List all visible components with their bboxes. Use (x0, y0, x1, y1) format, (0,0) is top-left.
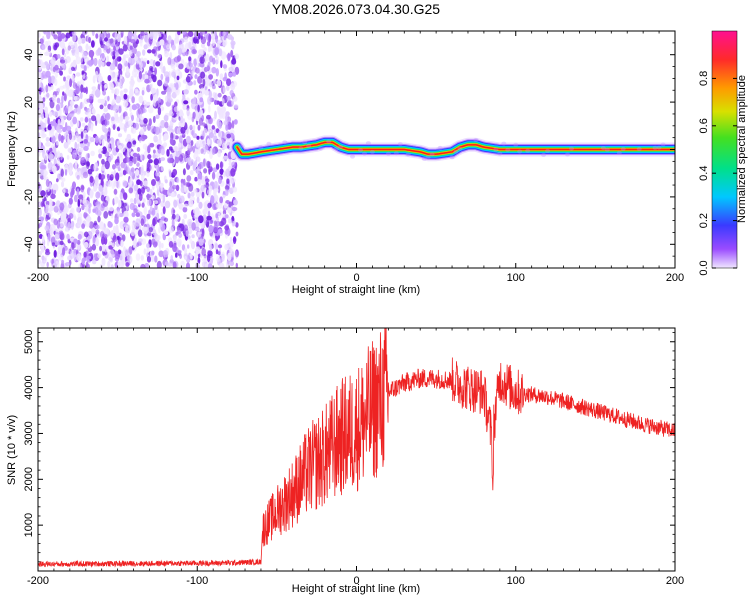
figure-title: YM08.2026.073.04.30.G25 (272, 1, 440, 17)
y-tick-label: 40 (23, 49, 35, 61)
colorbar-frame (711, 30, 738, 269)
y-tick-label: -40 (23, 236, 35, 252)
snr-panel: -200 -100 0 100 200 1000 2000 3000 4000 5000 Heig… (6, 327, 684, 595)
snr-plot-area (38, 328, 675, 568)
y-tick-label: 2000 (23, 467, 35, 491)
x-tick-label: 200 (666, 575, 684, 587)
x-tick-label: 100 (507, 575, 525, 587)
spectrogram-ylabel: Frequency (Hz) (6, 111, 18, 187)
x-tick-label: -100 (186, 272, 208, 284)
snr-series-line (38, 328, 675, 568)
noise-scatter (38, 31, 240, 268)
spectrogram-plot-area (38, 31, 675, 268)
spectral-ridge (230, 135, 675, 162)
colorbar-tick-label: 0.0 (698, 260, 710, 275)
snr-ticks: -200 -100 0 100 200 1000 2000 3000 4000 5000 (23, 328, 684, 587)
y-tick-label: -20 (23, 189, 35, 205)
y-tick-label: 20 (23, 96, 35, 108)
spectrogram-xlabel: Height of straight line (km) (292, 284, 420, 296)
x-tick-label: 0 (353, 575, 359, 587)
colorbar-label: Normalized spectral amplitude (736, 75, 748, 223)
colorbar: 0.0 0.2 0.4 0.6 0.8 Normalized spectral ampl… (698, 30, 748, 276)
y-tick-label: 4000 (23, 375, 35, 399)
x-tick-label: 0 (353, 272, 359, 284)
colorbar-ticks: 0.0 0.2 0.4 0.6 0.8 (698, 71, 737, 276)
x-tick-label: 100 (507, 272, 525, 284)
snr-ylabel: SNR (10 * v/v) (6, 415, 18, 485)
y-tick-label: 1000 (23, 513, 35, 537)
y-tick-label: 0 (23, 146, 35, 152)
snr-xlabel: Height of straight line (km) (292, 583, 420, 595)
colorbar-gradient (712, 31, 737, 268)
colorbar-tick-label: 0.8 (698, 71, 710, 86)
x-tick-label: -100 (186, 575, 208, 587)
y-tick-label: 5000 (23, 330, 35, 354)
x-tick-label: 200 (666, 272, 684, 284)
colorbar-tick-label: 0.6 (698, 118, 710, 133)
y-tick-label: 3000 (23, 421, 35, 445)
colorbar-tick-label: 0.2 (698, 213, 710, 228)
x-tick-label: -200 (27, 575, 49, 587)
x-tick-label: -200 (27, 272, 49, 284)
colorbar-tick-label: 0.4 (698, 166, 710, 181)
